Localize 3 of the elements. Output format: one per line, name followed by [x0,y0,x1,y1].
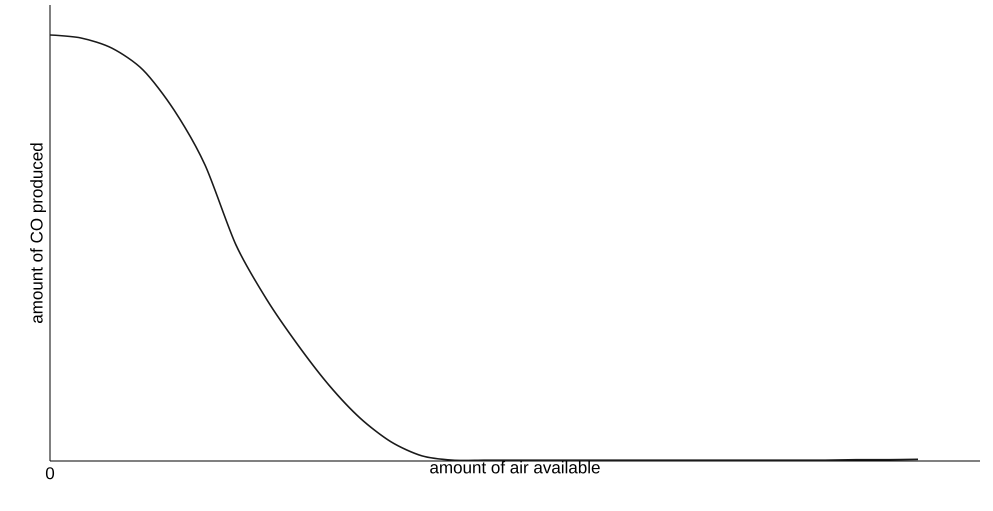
text: 0 [46,467,54,480]
x-axis-title: amount of air available [430,460,600,474]
y-axis-title: amount of CO produced [30,143,46,323]
